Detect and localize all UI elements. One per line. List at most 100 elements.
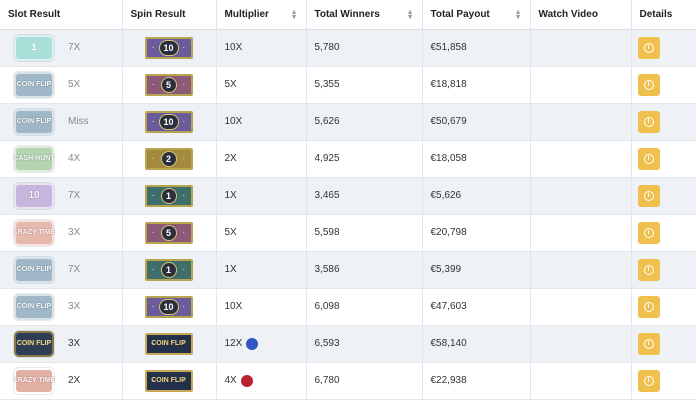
slot-result-icon: COIN FLIP — [14, 71, 54, 98]
total-payout-cell: €58,140 — [422, 325, 531, 363]
multiplier-cell: 5X — [216, 214, 307, 252]
sort-icon[interactable]: ▲ ▼ — [514, 8, 522, 21]
sort-icon[interactable]: ▲ ▼ — [290, 8, 298, 21]
total-winners-value: 6,780 — [314, 375, 340, 386]
table-row: COIN FLIP 3X COIN FLIP 12X 6,593 €58,140… — [0, 325, 696, 363]
table-body: 1 7X 10 10X 5,780 €51,858 i COIN FLIP 5X… — [0, 29, 696, 400]
slot-multiplier: 7X — [68, 190, 81, 201]
total-payout-cell: €5,399 — [422, 251, 531, 289]
spin-result-cell: 10 — [122, 103, 217, 141]
total-payout-value: €50,679 — [430, 116, 467, 127]
total-payout-cell: €47,603 — [422, 288, 531, 326]
multiplier-cell: 10X — [216, 288, 307, 326]
details-button[interactable]: i — [637, 332, 660, 355]
details-cell: i — [631, 362, 696, 400]
header-slot-result: Slot Result — [0, 0, 123, 30]
total-winners-cell: 5,355 — [306, 66, 423, 104]
total-payout-value: €51,858 — [430, 42, 467, 53]
total-payout-cell: €18,058 — [422, 140, 531, 178]
info-icon: i — [643, 42, 654, 53]
slot-multiplier: 5X — [68, 79, 81, 90]
spin-result-label: 1 — [160, 187, 177, 204]
details-cell: i — [631, 29, 696, 67]
total-winners-value: 5,598 — [314, 227, 340, 238]
spin-result-label: 10 — [158, 113, 179, 130]
header-spin-result: Spin Result — [122, 0, 217, 30]
details-cell: i — [631, 66, 696, 104]
spin-result-label: 5 — [160, 76, 177, 93]
total-payout-value: €20,798 — [430, 227, 467, 238]
slot-result-icon: COIN FLIP — [14, 293, 54, 320]
header-multiplier-label: Multiplier — [224, 8, 269, 20]
total-payout-value: €47,603 — [430, 301, 467, 312]
spin-result-label: COIN FLIP — [151, 340, 186, 347]
total-winners-value: 3,586 — [314, 264, 340, 275]
header-total-winners[interactable]: Total Winners ▲ ▼ — [306, 0, 423, 30]
slot-result-label: 10 — [28, 190, 40, 201]
total-payout-value: €18,058 — [430, 153, 467, 164]
multiplier-cell: 1X — [216, 251, 307, 289]
details-button[interactable]: i — [637, 258, 660, 281]
total-winners-cell: 3,465 — [306, 177, 423, 215]
details-button[interactable]: i — [637, 110, 660, 133]
total-winners-cell: 3,586 — [306, 251, 423, 289]
sort-icon[interactable]: ▲ ▼ — [406, 8, 414, 21]
spin-result-tile: COIN FLIP — [144, 332, 193, 355]
details-button[interactable]: i — [637, 73, 660, 96]
info-icon: i — [643, 153, 654, 164]
slot-result-label: CASH HUNT — [13, 155, 55, 162]
slot-result-icon: CRAZY TIME — [13, 367, 55, 394]
details-button[interactable]: i — [637, 184, 660, 207]
table-row: COIN FLIP Miss 10 10X 5,626 €50,679 i — [0, 103, 696, 141]
multiplier-value: 10X — [224, 42, 243, 53]
slot-result-icon: 1 — [14, 34, 54, 61]
slot-result-icon: CASH HUNT — [13, 145, 55, 172]
total-winners-value: 5,626 — [314, 116, 340, 127]
total-winners-value: 5,355 — [314, 79, 340, 90]
total-payout-cell: €20,798 — [422, 214, 531, 252]
multiplier-cell: 5X — [216, 66, 307, 104]
slot-result-icon: COIN FLIP — [14, 108, 54, 135]
info-icon: i — [643, 190, 654, 201]
total-payout-cell: €50,679 — [422, 103, 531, 141]
total-payout-value: €5,626 — [430, 190, 462, 201]
header-total-payout[interactable]: Total Payout ▲ ▼ — [422, 0, 531, 30]
slot-result-cell: 1 7X — [0, 29, 123, 67]
multiplier-cell: 2X — [216, 140, 307, 178]
info-icon: i — [643, 338, 654, 349]
total-winners-value: 4,925 — [314, 153, 340, 164]
spin-result-tile: 10 — [144, 110, 193, 133]
details-cell: i — [631, 251, 696, 289]
spin-result-label: 1 — [160, 261, 177, 278]
watch-video-cell — [530, 362, 632, 400]
spin-result-label: 10 — [158, 39, 179, 56]
watch-video-cell — [530, 251, 632, 289]
slot-result-label: COIN FLIP — [16, 81, 52, 88]
total-winners-cell: 5,626 — [306, 103, 423, 141]
details-button[interactable]: i — [637, 369, 660, 392]
slot-result-cell: CRAZY TIME 2X — [0, 362, 123, 400]
header-multiplier[interactable]: Multiplier ▲ ▼ — [216, 0, 307, 30]
details-cell: i — [631, 103, 696, 141]
blue-ball-icon — [246, 337, 259, 350]
info-icon: i — [643, 116, 654, 127]
spin-result-label: COIN FLIP — [151, 377, 186, 384]
slot-result-icon: CRAZY TIME — [13, 219, 55, 246]
multiplier-value: 4X — [224, 375, 237, 386]
slot-result-cell: COIN FLIP 5X — [0, 66, 123, 104]
total-winners-cell: 6,780 — [306, 362, 423, 400]
spin-result-tile: 1 — [144, 258, 193, 281]
details-button[interactable]: i — [637, 295, 660, 318]
total-payout-cell: €18,818 — [422, 66, 531, 104]
watch-video-cell — [530, 66, 632, 104]
details-cell: i — [631, 288, 696, 326]
spin-result-cell: 2 — [122, 140, 217, 178]
red-ball-icon — [240, 374, 253, 387]
header-total-winners-label: Total Winners — [314, 8, 380, 20]
multiplier-cell: 4X — [216, 362, 307, 400]
slot-multiplier: 4X — [68, 153, 81, 164]
watch-video-cell — [530, 29, 632, 67]
details-button[interactable]: i — [637, 147, 660, 170]
details-button[interactable]: i — [637, 36, 660, 59]
details-button[interactable]: i — [637, 221, 660, 244]
